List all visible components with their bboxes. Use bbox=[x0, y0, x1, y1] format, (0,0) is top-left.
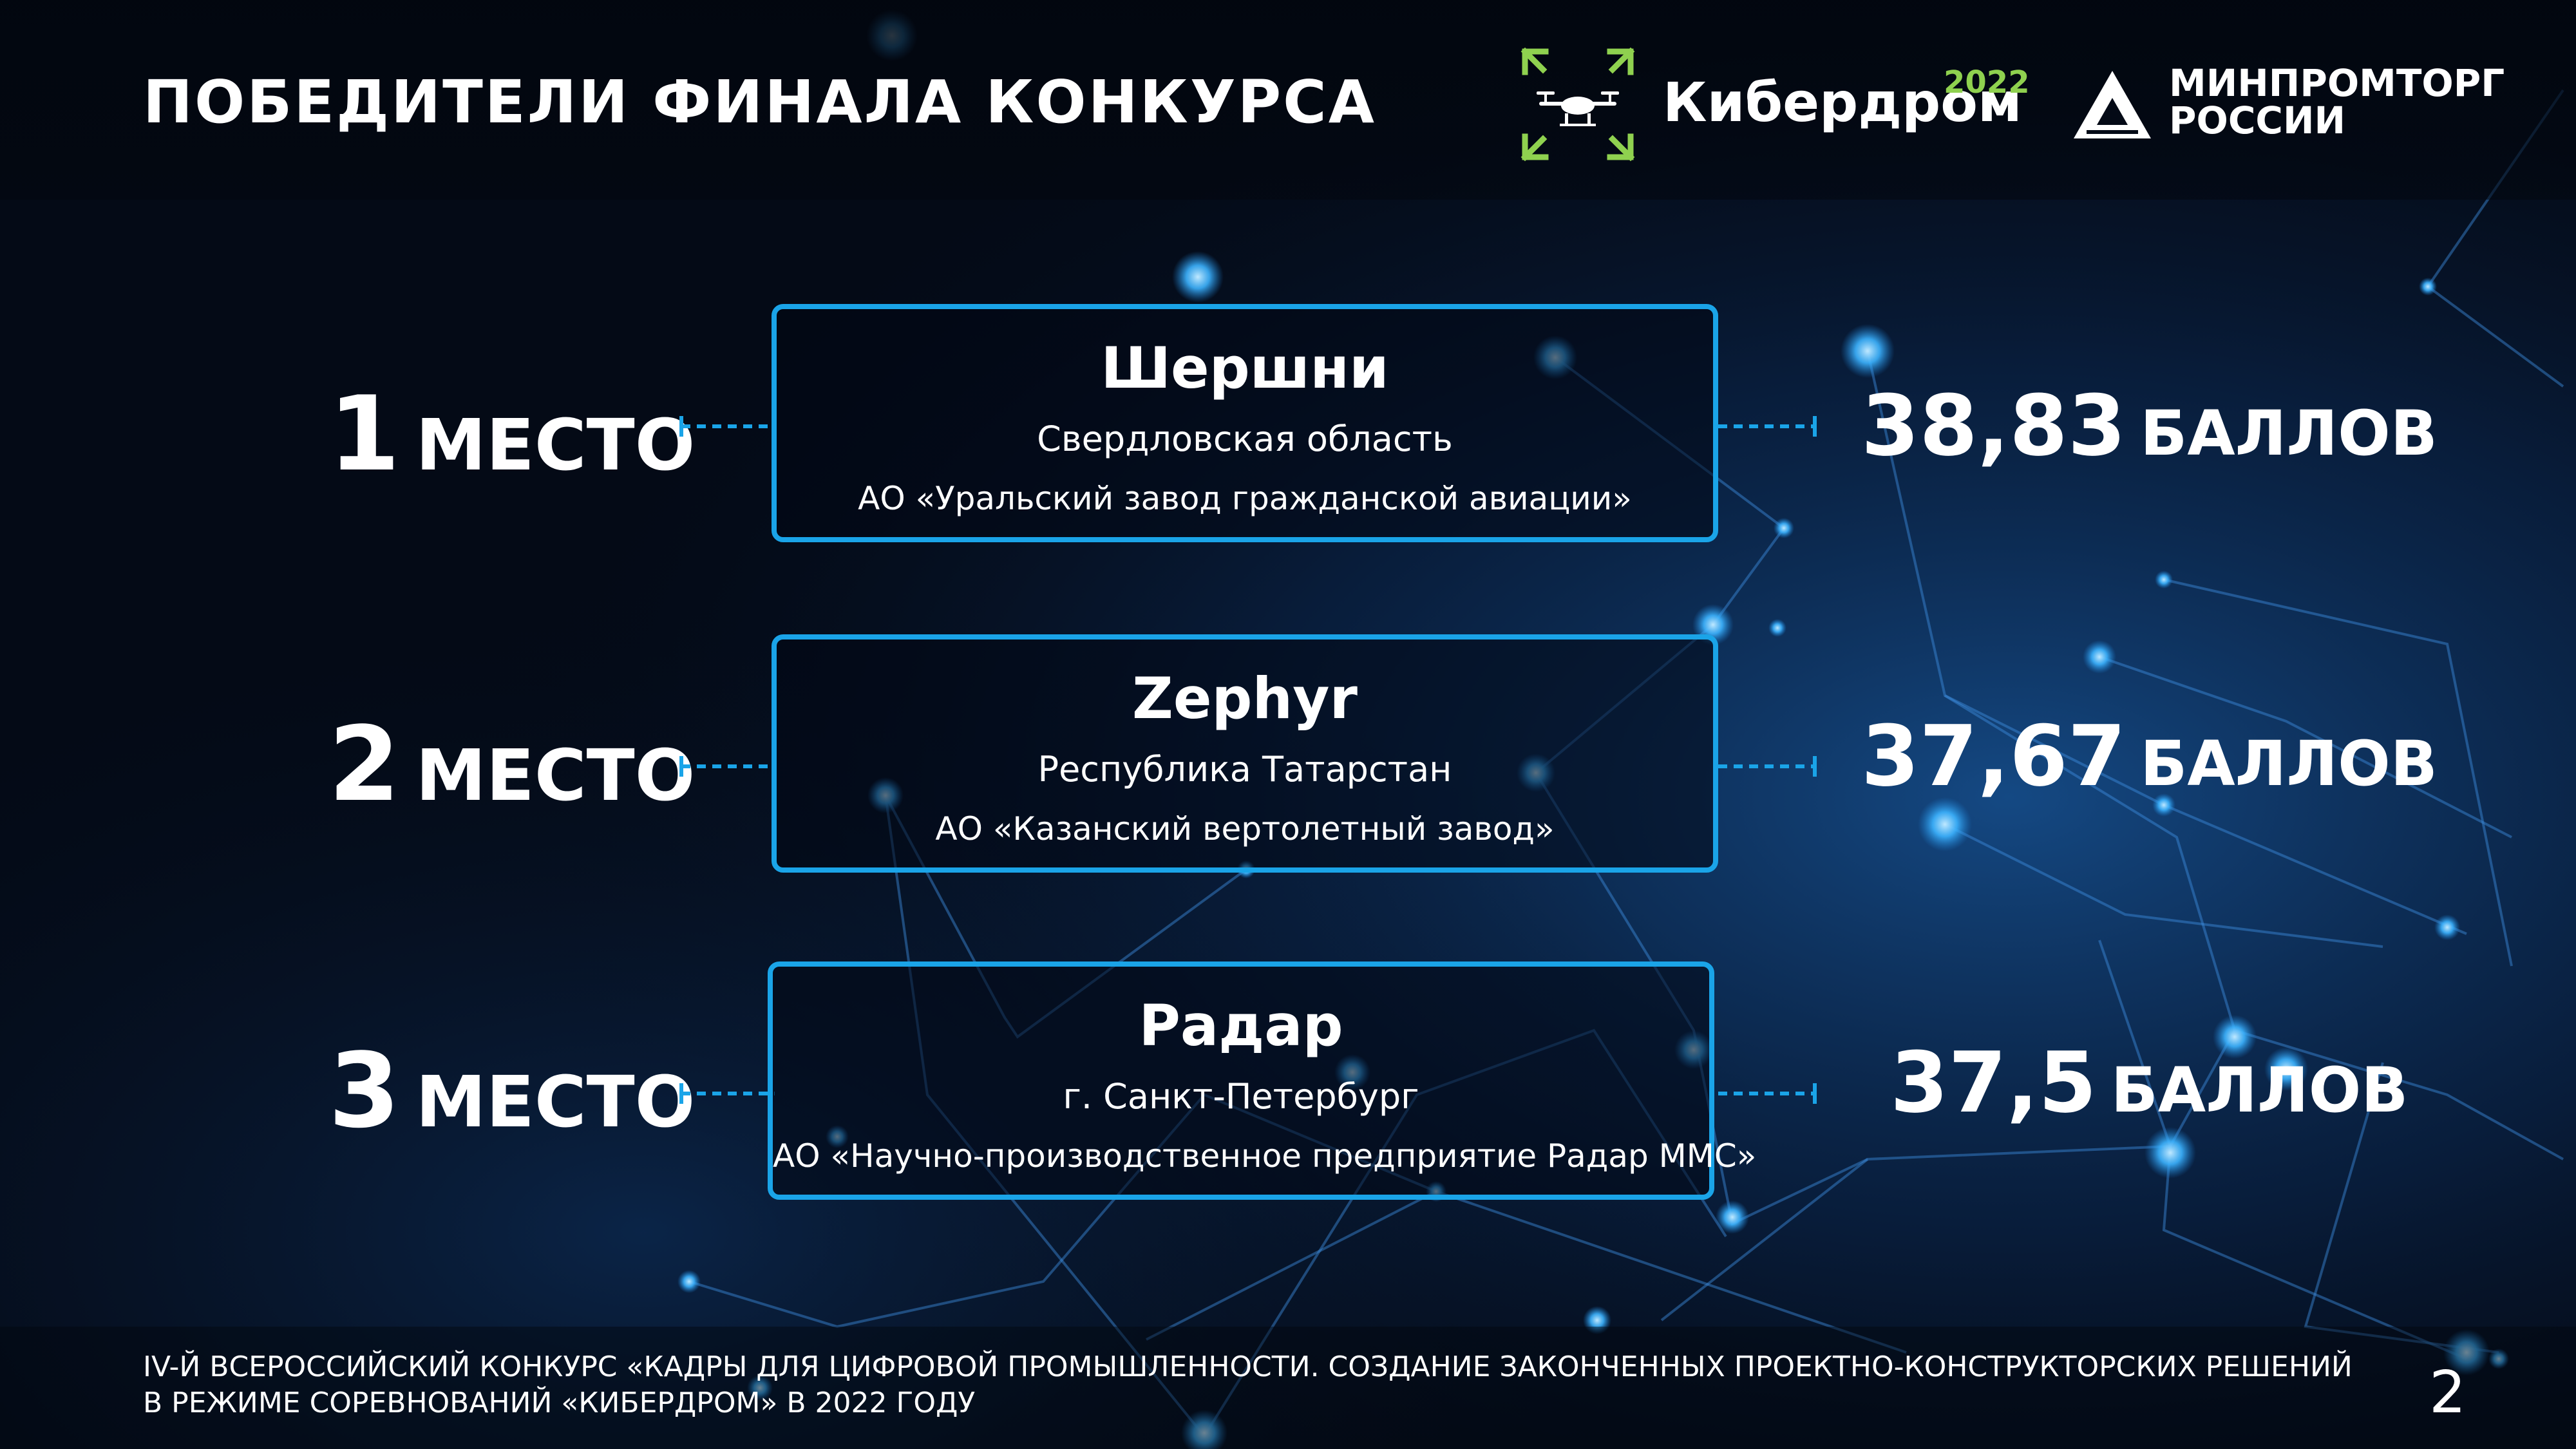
connector-right-1 bbox=[1718, 416, 1817, 437]
score-value: 37,5 bbox=[1890, 1034, 2097, 1132]
footer-line-1: IV-Й ВСЕРОССИЙСКИЙ КОНКУРС «КАДРЫ ДЛЯ ЦИ… bbox=[143, 1350, 2353, 1383]
minpromtorg-line2: РОССИИ bbox=[2169, 99, 2346, 142]
minpromtorg-line1: МИНПРОМТОРГ bbox=[2169, 61, 2505, 105]
connector-right-2 bbox=[1718, 756, 1817, 777]
team-organization: АО «Казанский вертолетный завод» bbox=[935, 810, 1555, 848]
place-word: МЕСТО bbox=[415, 734, 696, 817]
kiberdrom-logo: Кибердром 2022 bbox=[1520, 46, 2035, 162]
place-word: МЕСТО bbox=[415, 404, 696, 486]
place-label-3: 3 МЕСТО bbox=[328, 1030, 695, 1151]
winner-card-2: Zephyr Республика Татарстан АО «Казански… bbox=[772, 634, 1718, 873]
minpromtorg-name: МИНПРОМТОРГ РОССИИ bbox=[2169, 64, 2505, 139]
connector-right-3 bbox=[1718, 1083, 1817, 1104]
connector-left-2 bbox=[679, 756, 775, 777]
score-unit: БАЛЛОВ bbox=[2110, 1054, 2409, 1126]
team-organization: АО «Уральский завод гражданской авиации» bbox=[858, 480, 1632, 517]
score-1: 38,83 БАЛЛОВ bbox=[1861, 377, 2479, 475]
place-number: 2 bbox=[328, 704, 401, 824]
place-label-1: 1 МЕСТО bbox=[328, 374, 695, 494]
page-number: 2 bbox=[2429, 1359, 2467, 1426]
place-number: 1 bbox=[328, 374, 401, 494]
footer-band bbox=[0, 1327, 2576, 1449]
winner-card-3: Радар г. Санкт-Петербург АО «Научно-прои… bbox=[768, 961, 1757, 1200]
minpromtorg-emblem-icon bbox=[2074, 71, 2151, 138]
score-2: 37,67 БАЛЛОВ bbox=[1861, 707, 2479, 805]
place-number: 3 bbox=[328, 1030, 401, 1151]
score-unit: БАЛЛОВ bbox=[2140, 397, 2438, 469]
kiberdrom-name: Кибердром bbox=[1663, 71, 2022, 134]
header-band bbox=[0, 0, 2576, 200]
kiberdrom-year: 2022 bbox=[1944, 64, 2030, 100]
score-value: 37,67 bbox=[1861, 707, 2126, 805]
team-region: г. Санкт-Петербург bbox=[1063, 1076, 1419, 1117]
footer-line-2: В РЕЖИМЕ СОРЕВНОВАНИЙ «КИБЕРДРОМ» В 2022… bbox=[143, 1387, 976, 1419]
connector-left-1 bbox=[679, 416, 775, 437]
team-name: Шершни bbox=[1101, 335, 1389, 401]
winner-card-1: Шершни Свердловская область АО «Уральски… bbox=[772, 304, 1718, 542]
place-label-2: 2 МЕСТО bbox=[328, 704, 695, 824]
score-value: 38,83 bbox=[1861, 377, 2126, 475]
score-3: 37,5 БАЛЛОВ bbox=[1890, 1034, 2508, 1132]
minpromtorg-logo: МИНПРОМТОРГ РОССИИ bbox=[2074, 64, 2505, 148]
team-region: Республика Татарстан bbox=[1037, 749, 1452, 790]
score-unit: БАЛЛОВ bbox=[2140, 728, 2438, 800]
page-title: ПОБЕДИТЕЛИ ФИНАЛА КОНКУРСА bbox=[143, 68, 1376, 137]
connector-left-3 bbox=[679, 1083, 775, 1104]
place-word: МЕСТО bbox=[415, 1061, 696, 1143]
team-name: Zephyr bbox=[1132, 665, 1358, 732]
team-region: Свердловская область bbox=[1037, 419, 1453, 459]
drone-icon bbox=[1520, 47, 1635, 162]
team-name: Радар bbox=[1139, 992, 1343, 1059]
team-organization: АО «Научно-производственное предприятие … bbox=[773, 1137, 1757, 1175]
footer-contest-title: IV-Й ВСЕРОССИЙСКИЙ КОНКУРС «КАДРЫ ДЛЯ ЦИ… bbox=[143, 1349, 2353, 1421]
